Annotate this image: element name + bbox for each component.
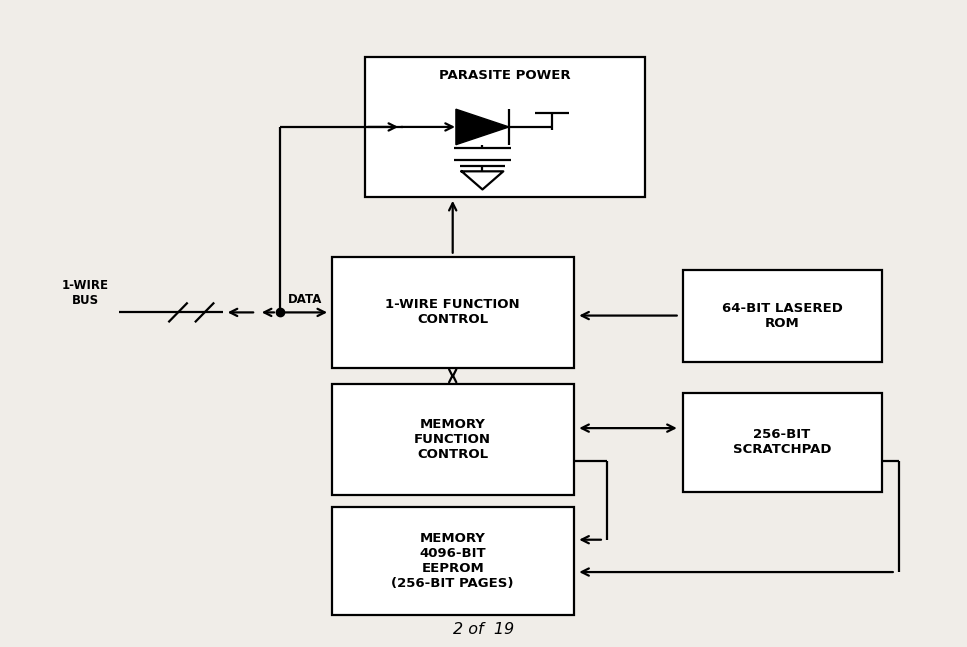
Text: 1-WIRE
BUS: 1-WIRE BUS	[62, 280, 109, 307]
Text: 2 of  19: 2 of 19	[453, 622, 514, 637]
Text: DATA: DATA	[288, 293, 322, 306]
Text: 1-WIRE FUNCTION
CONTROL: 1-WIRE FUNCTION CONTROL	[386, 298, 520, 326]
Polygon shape	[455, 109, 509, 145]
Bar	[683, 270, 882, 362]
Bar	[332, 507, 573, 615]
Text: PARASITE POWER: PARASITE POWER	[439, 69, 571, 82]
Bar	[332, 257, 573, 368]
Bar	[332, 384, 573, 495]
Text: MEMORY
4096-BIT
EEPROM
(256-BIT PAGES): MEMORY 4096-BIT EEPROM (256-BIT PAGES)	[392, 532, 513, 590]
Bar	[683, 393, 882, 492]
Text: 64-BIT LASERED
ROM: 64-BIT LASERED ROM	[721, 302, 842, 329]
Text: MEMORY
FUNCTION
CONTROL: MEMORY FUNCTION CONTROL	[414, 418, 491, 461]
Bar	[366, 57, 645, 197]
Text: 256-BIT
SCRATCHPAD: 256-BIT SCRATCHPAD	[733, 428, 832, 456]
